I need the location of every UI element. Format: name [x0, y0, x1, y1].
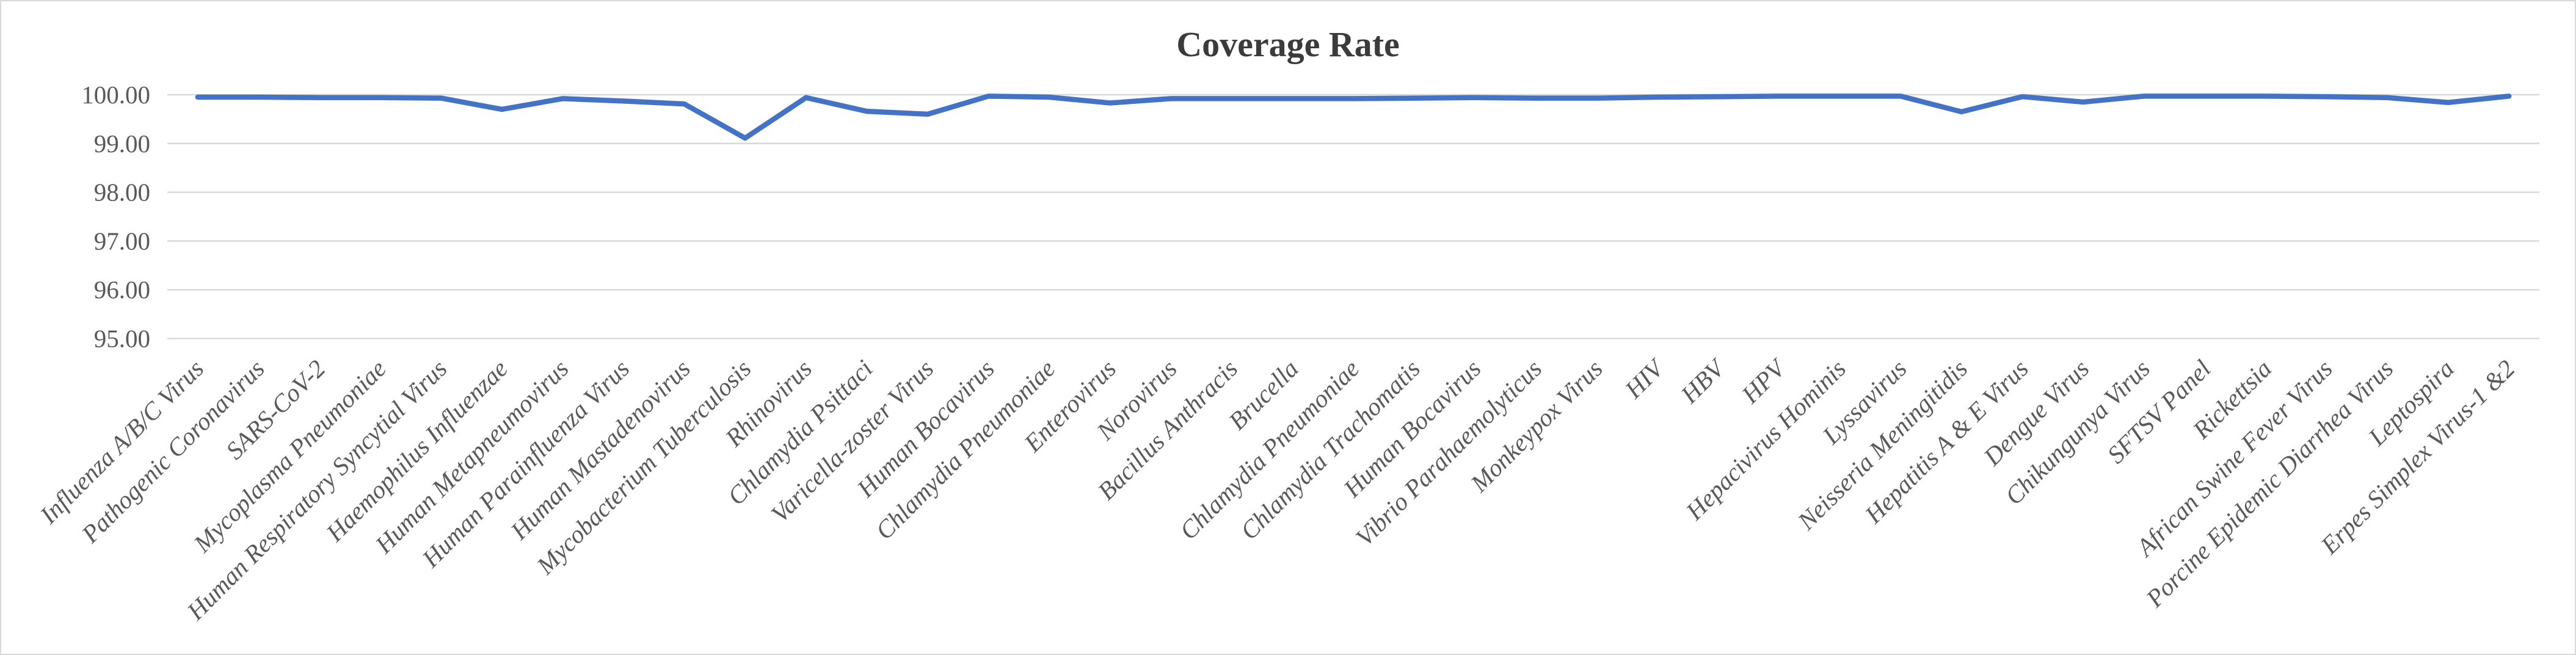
x-axis-label: HIV — [1619, 353, 1670, 404]
y-axis-tick-label: 100.00 — [81, 81, 150, 109]
y-axis-tick-label: 95.00 — [94, 324, 150, 353]
x-axis-label: HPV — [1736, 353, 1792, 409]
gridline-group — [167, 93, 2539, 340]
y-axis-label-group: 100.00 99.00 98.00 97.00 96.00 95.00 — [81, 81, 150, 353]
series-line-group — [195, 93, 2512, 141]
y-axis-tick-label: 97.00 — [94, 227, 150, 255]
x-axis-label: HBV — [1675, 353, 1731, 409]
chart-title: Coverage Rate — [1176, 24, 1400, 64]
coverage-rate-line — [195, 93, 2512, 141]
y-axis-tick-label: 96.00 — [94, 276, 150, 304]
y-axis-tick-label: 98.00 — [94, 178, 150, 207]
y-axis-tick-label: 99.00 — [94, 130, 150, 158]
